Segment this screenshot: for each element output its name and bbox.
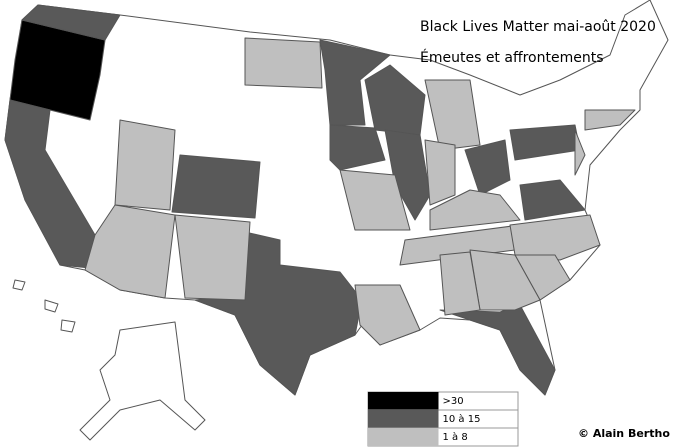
legend-swatch <box>368 410 439 428</box>
state <box>509 214 601 261</box>
state <box>519 179 586 221</box>
state <box>194 231 363 396</box>
state <box>319 39 391 126</box>
legend-label: >30 <box>443 396 464 407</box>
state <box>464 139 511 196</box>
state <box>114 119 176 211</box>
legend-label: 10 à 15 <box>443 413 481 425</box>
state <box>364 64 426 136</box>
state <box>339 169 411 231</box>
state <box>424 139 456 206</box>
state <box>574 129 586 176</box>
subtitle: Émeutes et affrontements <box>420 49 604 66</box>
states <box>4 0 669 441</box>
title: Black Lives Matter mai-août 2020 <box>420 19 656 35</box>
state <box>329 124 386 171</box>
state <box>424 79 481 151</box>
hawaii <box>12 279 26 291</box>
legend-swatch <box>368 428 439 446</box>
legend-label: 1 à 8 <box>443 431 468 443</box>
credit: © Alain Bertho <box>578 427 670 440</box>
state <box>244 37 323 89</box>
legend: >30 10 à 15 1 à 8 <box>367 391 519 447</box>
state <box>174 214 251 301</box>
state <box>84 204 176 299</box>
state <box>584 109 636 131</box>
state <box>171 154 261 219</box>
hawaii <box>60 319 76 333</box>
state <box>439 251 481 316</box>
state <box>21 4 121 41</box>
state <box>429 189 521 231</box>
state <box>354 284 421 346</box>
hawaii <box>44 299 59 313</box>
legend-swatch <box>368 392 439 410</box>
alaska <box>79 321 206 441</box>
